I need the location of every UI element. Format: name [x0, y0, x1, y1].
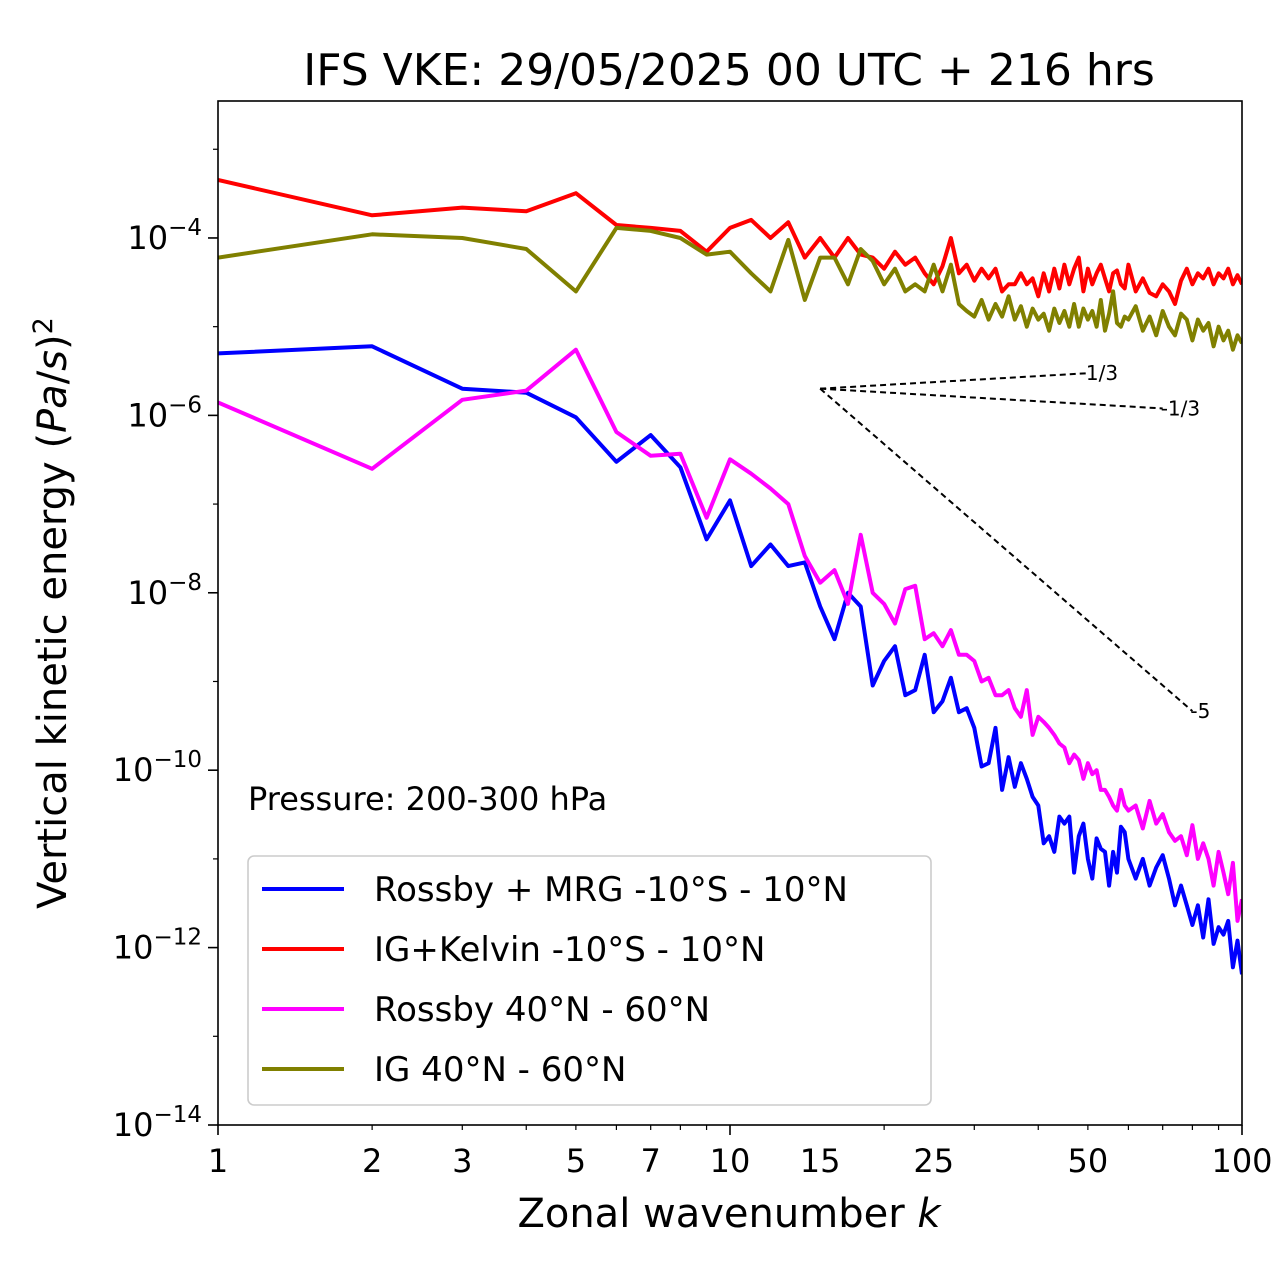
- x-tick-label: 7: [641, 1142, 661, 1180]
- y-axis-title: Vertical kinetic energy (Pa/s)2: [28, 317, 76, 909]
- x-tick-label: 1: [208, 1142, 228, 1180]
- legend-label: Rossby 40°N - 60°N: [374, 990, 710, 1030]
- y-tick-label: 10−6: [127, 392, 202, 434]
- x-axis-ticks: 1 2 3 5 7 10 15 25 50 100: [208, 1125, 1273, 1180]
- series-line: [218, 347, 1242, 923]
- legend: Rossby + MRG -10°S - 10°N IG+Kelvin -10°S…: [247, 855, 932, 1106]
- y-tick-label: 10−14: [113, 1102, 202, 1144]
- y-tick-label: 10−4: [127, 215, 202, 257]
- x-tick-label: 50: [1068, 1142, 1109, 1180]
- x-tick-label: 2: [362, 1142, 382, 1180]
- x-tick-label: 3: [452, 1142, 472, 1180]
- legend-label: IG 40°N - 60°N: [374, 1050, 626, 1090]
- plot-frame: [217, 100, 1243, 1126]
- y-tick-label: 10−10: [113, 747, 202, 789]
- x-tick-label: 10: [710, 1142, 751, 1180]
- reference-slope-label: -5: [1190, 699, 1210, 723]
- y-tick-label: 10−12: [113, 925, 202, 967]
- reference-slope-line: [819, 387, 1194, 712]
- reference-slope-label: -1/3: [1161, 396, 1200, 420]
- chart-title: IFS VKE: 29/05/2025 00 UTC + 216 hrs: [303, 45, 1155, 96]
- series-line: [218, 225, 1242, 352]
- y-tick-label: 10−8: [127, 570, 202, 612]
- reference-slope-lines: 1/3 -1/3 -5: [819, 361, 1210, 723]
- x-tick-label: 25: [913, 1142, 954, 1180]
- series-lines: [218, 178, 1242, 975]
- series-line: [218, 344, 1242, 975]
- x-axis-title: Zonal wavenumber k: [517, 1191, 942, 1237]
- series-line: [218, 178, 1242, 306]
- legend-label: Rossby + MRG -10°S - 10°N: [374, 870, 848, 910]
- reference-slope-line: [820, 372, 1088, 390]
- plot-region: [218, 178, 1242, 975]
- pressure-annotation: Pressure: 200-300 hPa: [248, 780, 607, 818]
- legend-label: IG+Kelvin -10°S - 10°N: [374, 930, 765, 970]
- x-tick-label: 100: [1211, 1142, 1272, 1180]
- x-tick-label: 15: [800, 1142, 841, 1180]
- reference-slope-line: [820, 387, 1163, 410]
- x-tick-label: 5: [566, 1142, 586, 1180]
- y-axis-ticks: 10−14 10−12 10−10 10−8 10−6 10−4: [113, 148, 218, 1144]
- legend-box: [247, 855, 932, 1106]
- reference-slope-label: 1/3: [1086, 361, 1118, 385]
